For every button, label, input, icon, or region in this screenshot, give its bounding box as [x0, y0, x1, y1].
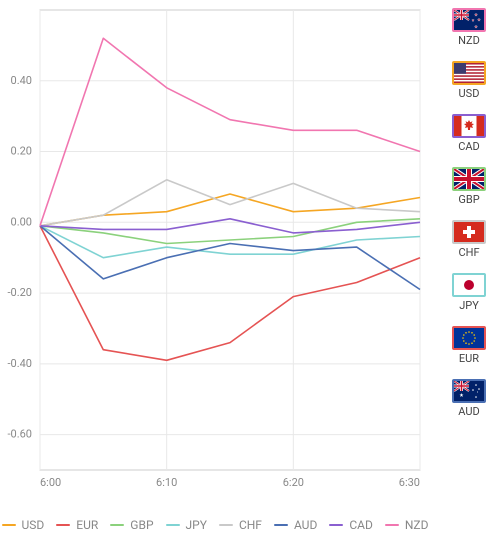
flag-item-cad[interactable]: CAD — [446, 114, 492, 153]
flag-label: CHF — [458, 246, 479, 259]
flag-label: AUD — [458, 405, 479, 418]
legend-item-cad[interactable]: CAD — [329, 518, 373, 532]
us-flag-icon — [452, 61, 486, 85]
flag-item-jpy[interactable]: JPY — [446, 273, 492, 312]
flag-item-chf[interactable]: CHF — [446, 220, 492, 259]
x-tick-label: 6:20 — [283, 476, 304, 489]
legend-swatch — [219, 524, 233, 526]
legend-label: AUD — [294, 518, 317, 532]
currency-line-chart: -0.60 -0.40 -0.20 0.00 0.20 0.40 6:00 6:10 6:20 6… — [0, 0, 430, 500]
legend-swatch — [166, 524, 180, 526]
legend-swatch — [385, 524, 399, 526]
ca-flag-icon — [452, 114, 486, 138]
legend-swatch — [110, 524, 124, 526]
flag-label: GBP — [458, 193, 479, 206]
legend-label: CAD — [349, 518, 373, 532]
nz-flag-icon — [452, 8, 486, 32]
legend-swatch — [329, 524, 343, 526]
legend-item-usd[interactable]: USD — [2, 518, 45, 532]
gb-flag-icon — [452, 167, 486, 191]
legend-item-eur[interactable]: EUR — [56, 518, 98, 532]
y-tick-label: 0.20 — [11, 145, 32, 158]
y-tick-label: -0.20 — [8, 286, 33, 299]
y-tick-label: 0.00 — [11, 215, 32, 228]
ch-flag-icon — [452, 220, 486, 244]
flag-item-aud[interactable]: AUD — [446, 379, 492, 418]
legend-label: NZD — [405, 518, 429, 532]
flag-label: CAD — [458, 140, 480, 153]
chart-legend: USD EUR GBP JPY CHF AUD CAD NZD — [0, 518, 430, 532]
x-tick-label: 6:10 — [156, 476, 177, 489]
flag-item-nzd[interactable]: NZD — [446, 8, 492, 47]
legend-item-nzd[interactable]: NZD — [385, 518, 429, 532]
y-tick-label: 0.40 — [11, 74, 32, 87]
legend-swatch — [274, 524, 288, 526]
legend-item-gbp[interactable]: GBP — [110, 518, 153, 532]
y-tick-label: -0.60 — [8, 428, 33, 441]
legend-item-jpy[interactable]: JPY — [166, 518, 207, 532]
y-tick-label: -0.40 — [8, 357, 33, 370]
flag-label: JPY — [459, 299, 479, 312]
legend-label: USD — [22, 518, 45, 532]
legend-swatch — [2, 524, 16, 526]
legend-label: JPY — [186, 518, 207, 532]
au-flag-icon — [452, 379, 486, 403]
flag-item-eur[interactable]: EUR — [446, 326, 492, 365]
legend-label: EUR — [76, 518, 98, 532]
flag-item-gbp[interactable]: GBP — [446, 167, 492, 206]
flag-label: EUR — [459, 352, 479, 365]
eu-flag-icon — [452, 326, 486, 350]
legend-item-aud[interactable]: AUD — [274, 518, 317, 532]
legend-label: CHF — [239, 518, 262, 532]
legend-label: GBP — [130, 518, 153, 532]
jp-flag-icon — [452, 273, 486, 297]
flag-label: USD — [459, 87, 480, 100]
flag-item-usd[interactable]: USD — [446, 61, 492, 100]
x-tick-label: 6:30 — [399, 476, 420, 489]
legend-item-chf[interactable]: CHF — [219, 518, 262, 532]
x-tick-label: 6:00 — [40, 476, 61, 489]
legend-swatch — [56, 524, 70, 526]
flag-label: NZD — [458, 34, 480, 47]
currency-sidebar: NZD USD CAD GBP CHF JPY EUR AUD — [446, 8, 492, 432]
